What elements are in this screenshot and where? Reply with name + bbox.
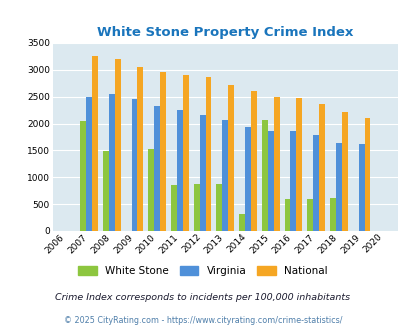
Bar — [307, 199, 312, 231]
Bar — [296, 98, 302, 231]
Bar — [341, 112, 347, 231]
Bar — [103, 151, 109, 231]
Bar — [312, 135, 318, 231]
Bar — [137, 67, 143, 231]
Bar — [154, 106, 160, 231]
Bar — [364, 117, 369, 231]
Bar — [267, 131, 273, 231]
Legend: White Stone, Virginia, National: White Stone, Virginia, National — [75, 263, 330, 279]
Bar — [318, 104, 324, 231]
Bar — [177, 110, 182, 231]
Bar — [182, 75, 188, 231]
Bar — [193, 184, 199, 231]
Text: Crime Index corresponds to incidents per 100,000 inhabitants: Crime Index corresponds to incidents per… — [55, 293, 350, 302]
Bar — [80, 121, 86, 231]
Bar — [335, 143, 341, 231]
Bar — [199, 115, 205, 231]
Bar — [329, 198, 335, 231]
Bar — [148, 149, 154, 231]
Bar — [216, 184, 222, 231]
Bar — [250, 91, 256, 231]
Bar — [222, 120, 228, 231]
Bar — [273, 97, 279, 231]
Bar — [115, 59, 120, 231]
Title: White Stone Property Crime Index: White Stone Property Crime Index — [97, 26, 353, 39]
Bar — [239, 214, 245, 231]
Bar — [86, 97, 92, 231]
Bar — [290, 131, 296, 231]
Bar — [160, 72, 166, 231]
Bar — [358, 144, 364, 231]
Bar — [245, 127, 250, 231]
Bar — [284, 199, 290, 231]
Bar — [261, 120, 267, 231]
Bar — [171, 185, 177, 231]
Bar — [109, 94, 115, 231]
Bar — [92, 56, 98, 231]
Bar — [131, 99, 137, 231]
Text: © 2025 CityRating.com - https://www.cityrating.com/crime-statistics/: © 2025 CityRating.com - https://www.city… — [64, 316, 341, 325]
Bar — [205, 77, 211, 231]
Bar — [228, 85, 234, 231]
